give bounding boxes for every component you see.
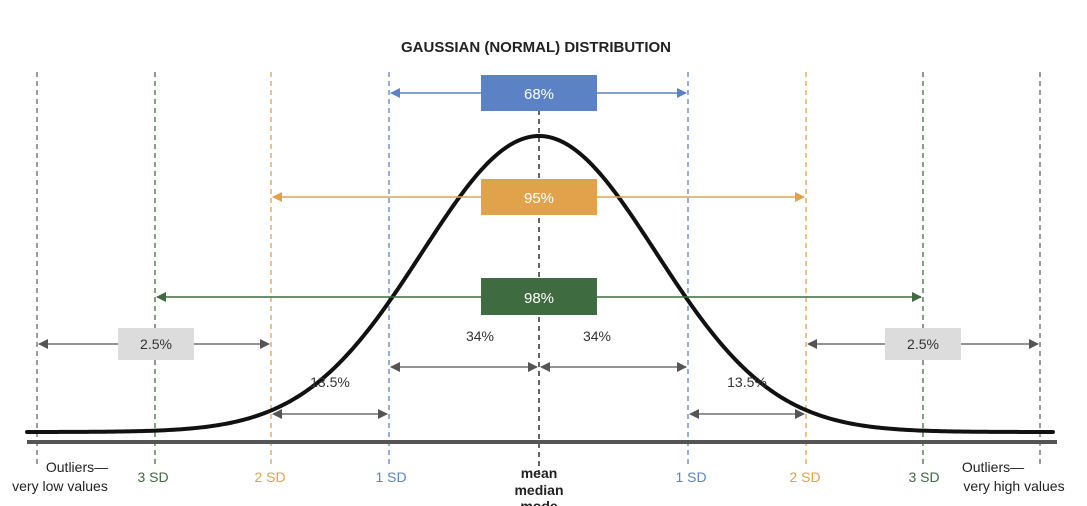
label-2sd-right: 2 SD	[789, 469, 820, 485]
label-tail-right: 2.5%	[907, 336, 939, 352]
band-68: 68%	[390, 75, 687, 111]
label-68: 68%	[524, 86, 554, 103]
tail-right: 2.5%	[807, 328, 1039, 360]
box-tail-right	[885, 328, 961, 360]
segment-34-right: 34%	[540, 328, 687, 372]
label-2sd-left: 2 SD	[254, 469, 285, 485]
label-13-right: 13.5%	[727, 374, 767, 390]
label-1sd-left: 1 SD	[375, 469, 406, 485]
label-13-left: 13.5%	[310, 374, 350, 390]
label-mode: mode	[520, 498, 558, 506]
label-3sd-right: 3 SD	[908, 469, 939, 485]
label-34-right: 34%	[583, 328, 611, 344]
right-outliers-line2: very high values	[963, 478, 1064, 494]
box-tail-left	[118, 328, 194, 360]
segment-13-right: 13.5%	[689, 374, 805, 419]
label-1sd-right: 1 SD	[675, 469, 706, 485]
box-98	[481, 278, 597, 315]
segment-13-left: 13.5%	[272, 374, 388, 419]
label-tail-left: 2.5%	[140, 336, 172, 352]
label-3sd-left: 3 SD	[137, 469, 168, 485]
segment-34-left: 34%	[390, 328, 538, 372]
axis-labels: Outliers— very low values 3 SD 2 SD 1 SD…	[12, 459, 1064, 506]
bell-curve	[25, 134, 1055, 434]
label-95: 95%	[524, 190, 554, 207]
tail-left: 2.5%	[38, 328, 270, 360]
band-98: 98%	[156, 278, 922, 315]
box-95	[481, 179, 597, 215]
diagram-title: GAUSSIAN (NORMAL) DISTRIBUTION	[401, 39, 671, 56]
left-outliers-line1: Outliers—	[46, 459, 108, 475]
label-median: median	[514, 482, 563, 498]
sd-lines	[36, 72, 1041, 476]
label-mean: mean	[521, 465, 558, 481]
label-34-left: 34%	[466, 328, 494, 344]
right-outliers-line1: Outliers—	[962, 459, 1024, 475]
band-95: 95%	[272, 179, 805, 215]
label-98: 98%	[524, 290, 554, 307]
left-outliers-line2: very low values	[12, 478, 108, 494]
box-68	[481, 75, 597, 111]
